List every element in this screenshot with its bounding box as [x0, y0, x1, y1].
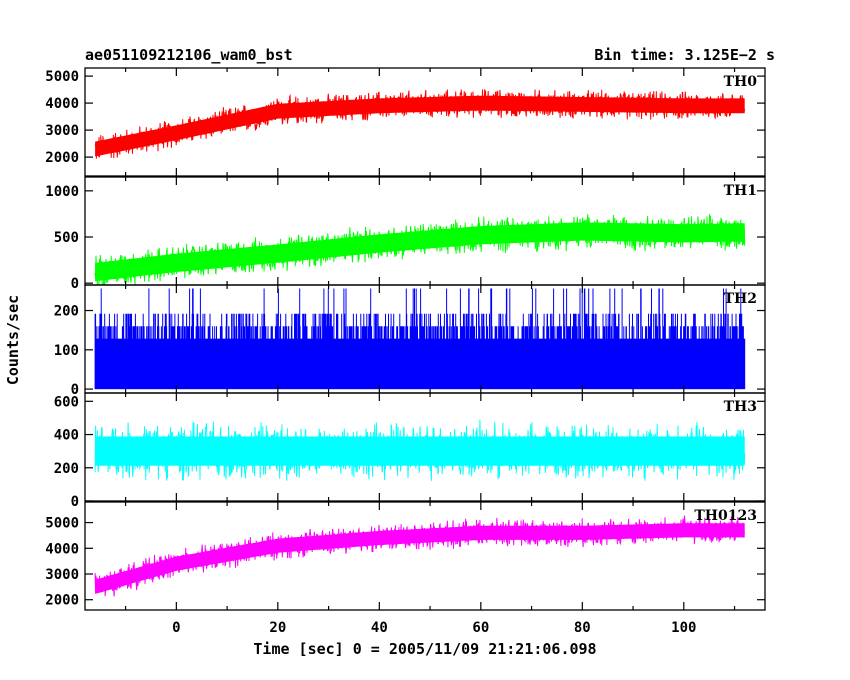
panel-label-th2: TH2: [724, 291, 757, 307]
panel-label-th0123: TH0123: [694, 508, 757, 524]
series-th1: [94, 214, 746, 285]
series-th2: [94, 288, 746, 390]
panel-label-th3: TH3: [724, 399, 757, 415]
panel-th2: 0 100 200 TH2: [54, 284, 766, 398]
panel-frame: [84, 392, 766, 502]
x-tick-label: 100: [671, 620, 696, 636]
x-tick-label: 60: [472, 620, 489, 636]
y-axis-label: Counts/sec: [4, 295, 22, 385]
bin-time-label: Bin time: 3.125E−2 s: [594, 46, 775, 64]
panel-frame: [84, 501, 766, 611]
panel-th1: 0 500 1000 TH1: [45, 176, 766, 292]
panel-frame: [84, 67, 766, 177]
y-tick-label: 0: [71, 494, 79, 510]
x-tick-label: 20: [269, 620, 286, 636]
panel-th0: 2000 3000 4000 5000 TH0: [45, 67, 766, 177]
y-tick-label: 1000: [45, 184, 79, 200]
series-th1-band: [95, 222, 745, 282]
panel-th3: 0 200 400 600 TH3: [54, 392, 766, 510]
y-tick-label: 3000: [45, 123, 79, 139]
y-tick-label: 5000: [45, 516, 79, 532]
panel-th0123: 2000 3000 4000 5000 TH0123: [45, 501, 766, 611]
y-tick-label: 4000: [45, 96, 79, 112]
y-tick-label: 0: [71, 382, 79, 398]
y-tick-label: 2000: [45, 150, 79, 166]
x-tick-label: 40: [371, 620, 388, 636]
y-tick-label: 2000: [45, 593, 79, 609]
y-tick-label: 4000: [45, 541, 79, 557]
chart-title: ae051109212106_wam0_bst: [85, 46, 293, 64]
x-tick-label: 0: [172, 620, 180, 636]
y-tick-label: 0: [71, 276, 79, 292]
y-tick-label: 600: [54, 394, 79, 410]
y-tick-label: 200: [54, 461, 79, 477]
x-tick-label: 80: [574, 620, 591, 636]
y-tick-label: 3000: [45, 567, 79, 583]
series-th0123: [94, 515, 745, 597]
y-tick-label: 100: [54, 343, 79, 359]
y-tick-label: 500: [54, 230, 79, 246]
x-axis-label: Time [sec] 0 = 2005/11/09 21:21:06.098: [253, 640, 596, 658]
panel-label-th1: TH1: [724, 183, 757, 199]
y-tick-label: 5000: [45, 69, 79, 85]
y-tick-label: 200: [54, 304, 79, 320]
panel-label-th0: TH0: [724, 74, 758, 90]
series-th0: [94, 89, 746, 159]
y-tick-label: 400: [54, 428, 79, 444]
series-th3: [94, 419, 746, 481]
